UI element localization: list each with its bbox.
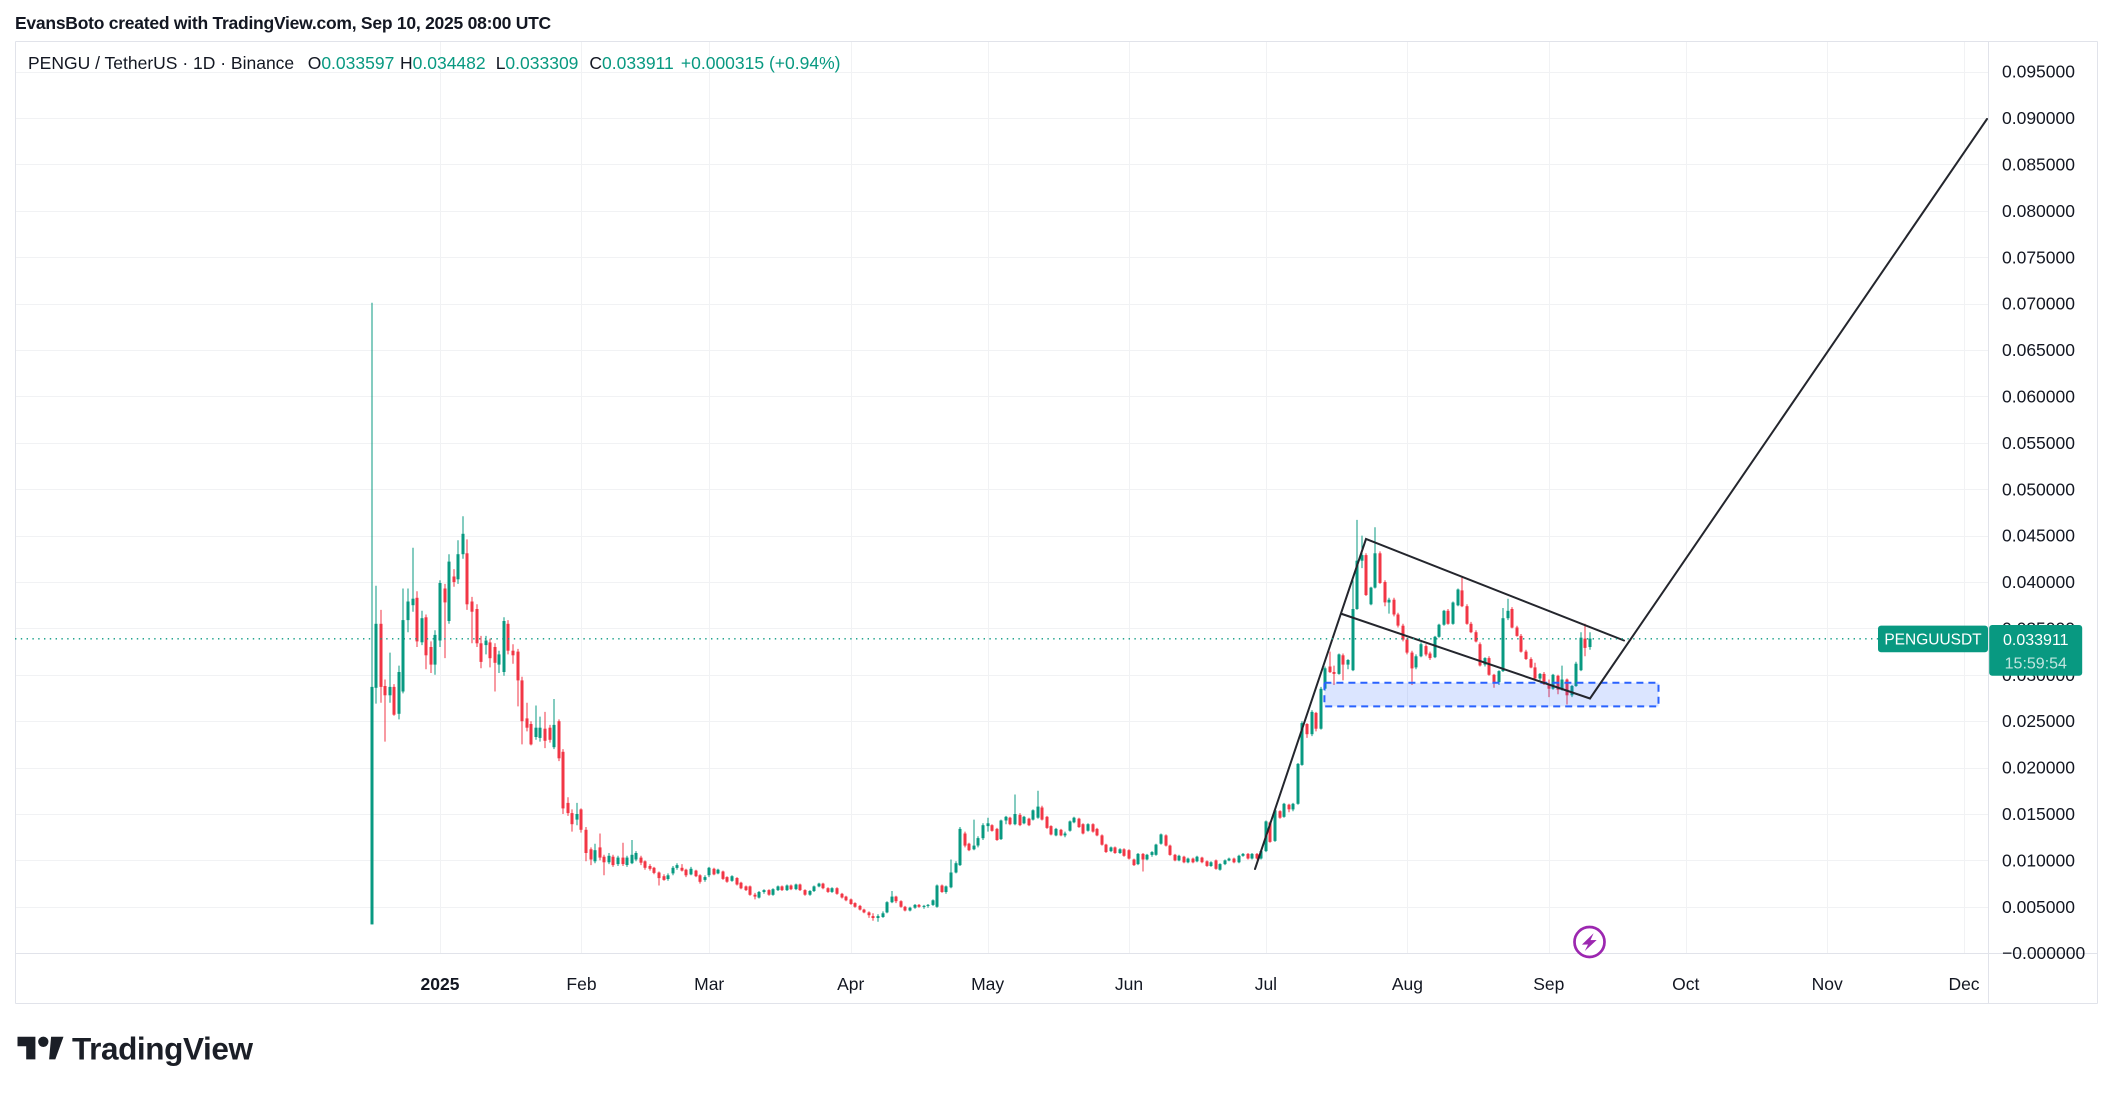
svg-text:15:59:54: 15:59:54 [2005,656,2067,673]
svg-text:May: May [971,974,1004,994]
svg-text:O0.033597: O0.033597 [308,53,395,73]
svg-text:H0.034482: H0.034482 [400,53,486,73]
svg-text:Nov: Nov [1812,974,1843,994]
svg-text:0.033911: 0.033911 [2003,632,2069,649]
svg-text:PENGUUSDT: PENGUUSDT [1884,632,1982,649]
svg-text:0.045000: 0.045000 [2002,526,2075,546]
svg-text:Jun: Jun [1115,974,1143,994]
svg-text:0.055000: 0.055000 [2002,433,2075,453]
svg-text:0.090000: 0.090000 [2002,108,2075,128]
svg-text:Apr: Apr [837,974,864,994]
svg-text:0.095000: 0.095000 [2002,62,2075,82]
svg-text:Oct: Oct [1672,974,1699,994]
svg-text:0.075000: 0.075000 [2002,247,2075,267]
svg-text:0.080000: 0.080000 [2002,201,2075,221]
svg-text:0.015000: 0.015000 [2002,804,2075,824]
svg-text:Mar: Mar [694,974,724,994]
svg-text:TradingView: TradingView [72,1031,253,1067]
svg-text:Feb: Feb [566,974,596,994]
svg-text:Jul: Jul [1255,974,1277,994]
svg-text:0.085000: 0.085000 [2002,155,2075,175]
svg-text:C0.033911: C0.033911 [589,53,673,73]
svg-text:0.010000: 0.010000 [2002,850,2075,870]
svg-text:−0.000000: −0.000000 [2002,943,2085,963]
svg-text:0.020000: 0.020000 [2002,758,2075,778]
svg-text:0.060000: 0.060000 [2002,387,2075,407]
svg-text:L0.033309: L0.033309 [496,53,579,73]
svg-text:0.065000: 0.065000 [2002,340,2075,360]
svg-text:EvansBoto created with Trading: EvansBoto created with TradingView.com, … [15,13,552,33]
svg-text:Sep: Sep [1533,974,1564,994]
svg-text:0.005000: 0.005000 [2002,897,2075,917]
svg-text:0.040000: 0.040000 [2002,572,2075,592]
svg-text:0.025000: 0.025000 [2002,711,2075,731]
svg-text:PENGU / TetherUS · 1D · Binanc: PENGU / TetherUS · 1D · Binance [28,53,294,73]
svg-text:Aug: Aug [1392,974,1423,994]
svg-text:2025: 2025 [421,974,460,994]
svg-text:Dec: Dec [1948,974,1979,994]
svg-text:+0.000315 (+0.94%): +0.000315 (+0.94%) [681,53,841,73]
svg-text:0.070000: 0.070000 [2002,294,2075,314]
svg-text:0.050000: 0.050000 [2002,479,2075,499]
